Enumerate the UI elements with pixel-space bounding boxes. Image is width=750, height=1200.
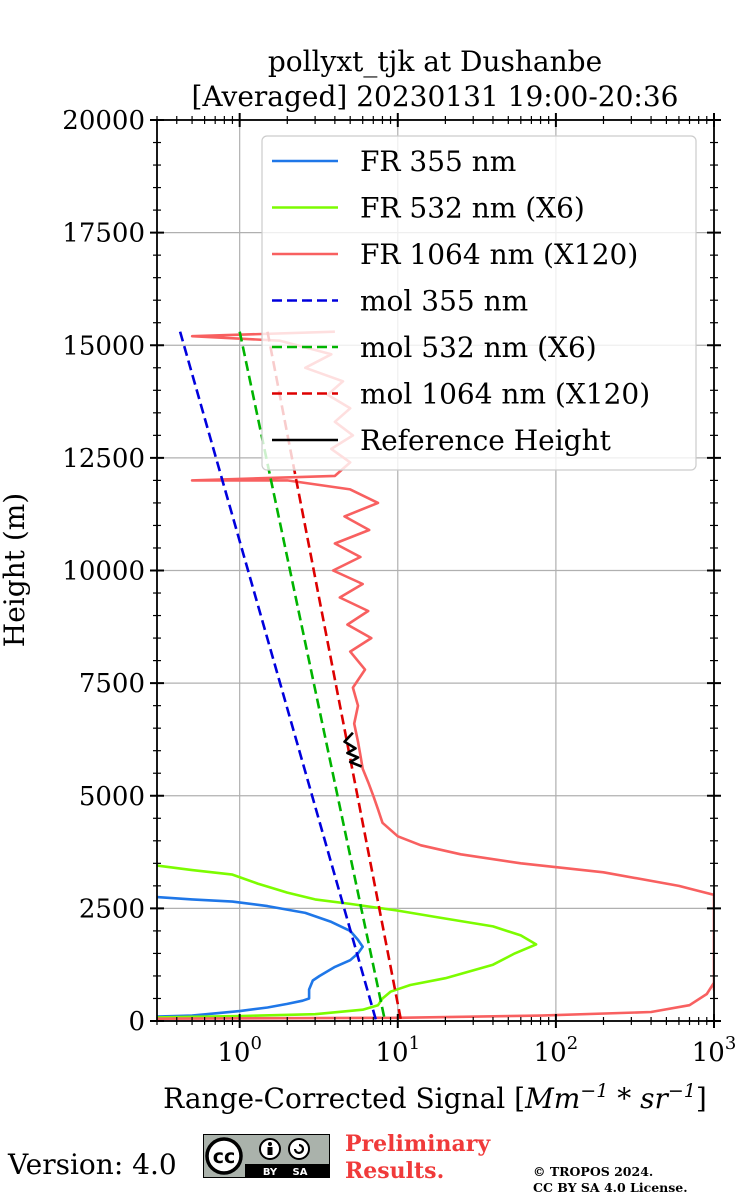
chart-title-line1: pollyxt_tjk at Dushanbe	[268, 45, 602, 78]
series-mol-1064-nm-x120-	[266, 331, 403, 1021]
y-tick-label: 2500	[79, 894, 145, 924]
chart-title-line2: [Averaged] 20230131 19:00-20:36	[192, 80, 679, 113]
series-mol-532-nm-x6-	[238, 331, 387, 1021]
y-tick-label: 10000	[62, 557, 145, 587]
plot-axes: 0 2500 5000 7500 10000 12500 15000 17500 20000 10…	[62, 106, 736, 1068]
y-tick-label: 15000	[62, 331, 145, 361]
y-tick-label: 12500	[62, 444, 145, 474]
version-label: Version: 4.0	[8, 1148, 177, 1181]
x-axis-label-exp2: −1	[668, 1080, 696, 1102]
preliminary-results-note: Preliminary Results.	[345, 1131, 490, 1185]
legend-label: FR 1064 nm (X120)	[360, 238, 638, 271]
x-axis-label-end: ]	[696, 1082, 707, 1115]
legend-label: FR 355 nm	[360, 145, 516, 178]
legend: FR 355 nm FR 532 nm (X6) FR 1064 nm (X120)…	[261, 135, 697, 471]
plot-series	[157, 330, 714, 1021]
x-axis-label-star: *	[608, 1082, 640, 1115]
y-tick-label: 20000	[62, 106, 145, 136]
x-axis-label: Range-Corrected Signal [Mm−1 * sr−1]	[163, 1080, 707, 1115]
copyright-line1: © TROPOS 2024.	[533, 1164, 654, 1179]
x-tick-label: 103	[692, 1033, 737, 1068]
sa-icon	[288, 1138, 310, 1160]
y-tick-label: 5000	[79, 782, 145, 812]
x-axis-label-text: Range-Corrected Signal [	[163, 1082, 525, 1115]
y-tick-label: 0	[128, 1007, 145, 1037]
legend-label: mol 532 nm (X6)	[360, 331, 597, 364]
cc-logo-icon	[205, 1137, 243, 1175]
y-tick-label: 17500	[62, 219, 145, 249]
x-axis-label-unit1: Mm	[524, 1082, 580, 1115]
sa-label: SA	[293, 1167, 308, 1178]
x-axis-label-unit2: sr	[640, 1082, 669, 1115]
chart-canvas: pollyxt_tjk at Dushanbe [Averaged] 20230…	[0, 45, 736, 1115]
series-fr-355-nm	[157, 895, 364, 1018]
cc-by-sa-badge[interactable]: cc BY SA	[203, 1134, 330, 1178]
series-fr-532-nm-x6-	[157, 864, 538, 1019]
legend-label: mol 355 nm	[360, 285, 528, 318]
y-axis-label: Height (m)	[0, 493, 31, 647]
legend-label: Reference Height	[360, 424, 612, 457]
legend-frame	[261, 135, 697, 471]
copyright-line2: CC BY SA 4.0 License.	[533, 1180, 688, 1195]
preliminary-line1: Preliminary	[345, 1131, 491, 1157]
cc-logo-text: cc	[213, 1146, 236, 1168]
x-tick-label: 101	[376, 1033, 421, 1068]
y-tick-label: 7500	[79, 669, 145, 699]
x-axis-label-exp1: −1	[580, 1080, 608, 1102]
by-label: BY	[263, 1167, 278, 1178]
preliminary-line2: Results.	[345, 1158, 445, 1184]
copyright-note: © TROPOS 2024. CC BY SA 4.0 License.	[533, 1164, 688, 1196]
legend-label: mol 1064 nm (X120)	[360, 378, 650, 411]
series-reference-height	[343, 731, 363, 768]
x-tick-label: 100	[217, 1033, 262, 1068]
legend-label: FR 532 nm (X6)	[360, 192, 585, 225]
x-tick-label: 102	[534, 1033, 579, 1068]
